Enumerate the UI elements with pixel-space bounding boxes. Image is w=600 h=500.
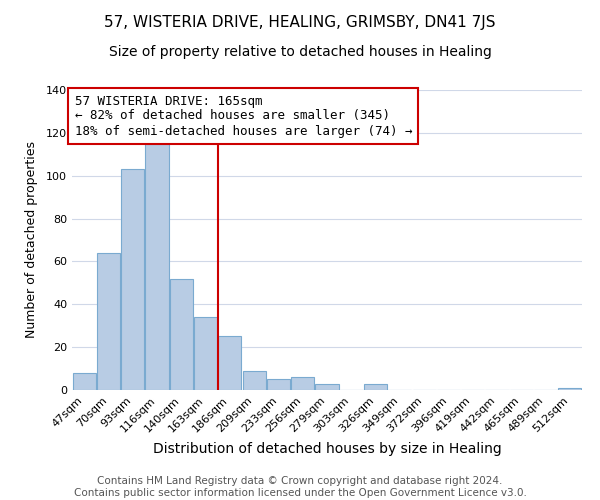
Bar [194,317,217,390]
Bar [218,336,241,390]
Bar [170,278,193,390]
Bar [559,388,581,390]
Text: 57 WISTERIA DRIVE: 165sqm
← 82% of detached houses are smaller (345)
18% of semi: 57 WISTERIA DRIVE: 165sqm ← 82% of detac… [74,94,412,138]
Bar [242,370,266,390]
Bar [121,170,144,390]
Bar [73,373,95,390]
Y-axis label: Number of detached properties: Number of detached properties [25,142,38,338]
X-axis label: Distribution of detached houses by size in Healing: Distribution of detached houses by size … [152,442,502,456]
Bar [267,380,290,390]
Bar [364,384,387,390]
Text: Size of property relative to detached houses in Healing: Size of property relative to detached ho… [109,45,491,59]
Bar [316,384,338,390]
Bar [291,377,314,390]
Bar [145,144,169,390]
Bar [97,253,120,390]
Text: 57, WISTERIA DRIVE, HEALING, GRIMSBY, DN41 7JS: 57, WISTERIA DRIVE, HEALING, GRIMSBY, DN… [104,15,496,30]
Text: Contains HM Land Registry data © Crown copyright and database right 2024.
Contai: Contains HM Land Registry data © Crown c… [74,476,526,498]
